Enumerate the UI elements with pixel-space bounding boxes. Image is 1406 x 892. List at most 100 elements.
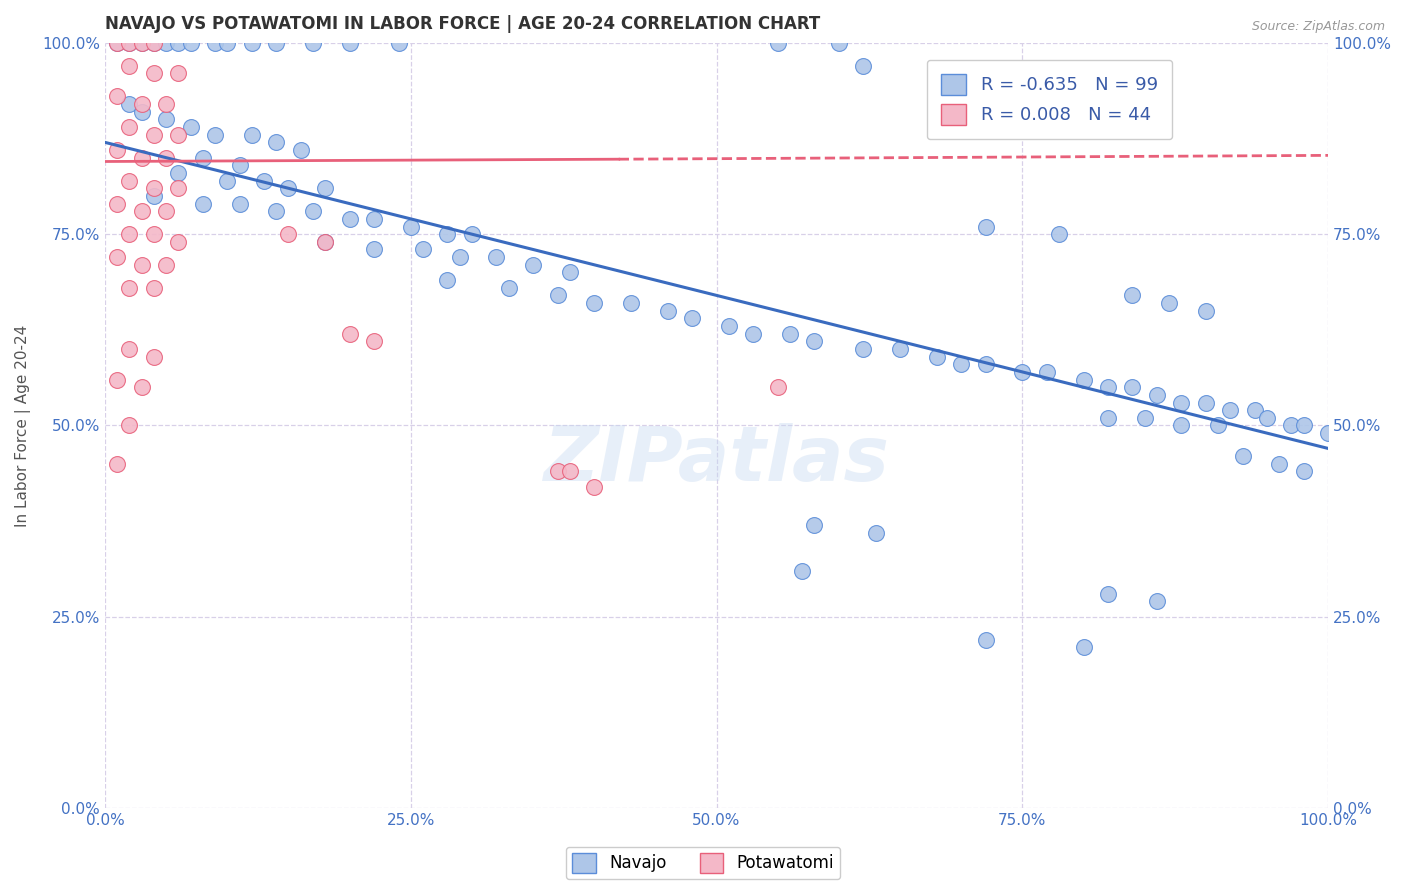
Point <box>1256 410 1278 425</box>
Point <box>131 380 153 394</box>
Point <box>155 204 177 219</box>
Point <box>264 136 287 150</box>
Point <box>363 334 385 349</box>
Point <box>779 326 801 341</box>
Point <box>142 227 165 242</box>
Point <box>681 311 703 326</box>
Point <box>118 418 141 433</box>
Point <box>461 227 484 242</box>
Point <box>191 196 214 211</box>
Point <box>339 36 361 50</box>
Point <box>889 342 911 356</box>
Point <box>314 235 336 249</box>
Point <box>131 204 153 219</box>
Point <box>852 342 875 356</box>
Point <box>118 59 141 73</box>
Point <box>1047 227 1070 242</box>
Point <box>131 36 153 50</box>
Point <box>155 36 177 50</box>
Point <box>240 128 263 142</box>
Point <box>228 158 250 172</box>
Point <box>1146 594 1168 608</box>
Point <box>950 357 973 371</box>
Point <box>803 334 825 349</box>
Point <box>118 227 141 242</box>
Point <box>1170 418 1192 433</box>
Point <box>583 480 606 494</box>
Point <box>792 564 814 578</box>
Point <box>1073 373 1095 387</box>
Point <box>742 326 765 341</box>
Point <box>1281 418 1303 433</box>
Point <box>105 36 128 50</box>
Point <box>803 518 825 533</box>
Y-axis label: In Labor Force | Age 20-24: In Labor Force | Age 20-24 <box>15 325 31 526</box>
Point <box>105 36 128 50</box>
Point <box>412 243 434 257</box>
Point <box>314 181 336 195</box>
Point <box>657 303 679 318</box>
Point <box>142 189 165 203</box>
Point <box>1292 464 1315 478</box>
Point <box>717 318 740 333</box>
Point <box>204 128 226 142</box>
Point <box>766 380 789 394</box>
Point <box>339 211 361 226</box>
Point <box>974 632 997 647</box>
Point <box>105 250 128 264</box>
Legend: R = -0.635   N = 99, R = 0.008   N = 44: R = -0.635 N = 99, R = 0.008 N = 44 <box>927 60 1173 139</box>
Point <box>204 36 226 50</box>
Point <box>180 120 202 134</box>
Point <box>620 296 643 310</box>
Point <box>1097 380 1119 394</box>
Point <box>1232 449 1254 463</box>
Point <box>131 258 153 272</box>
Point <box>167 181 190 195</box>
Point <box>240 36 263 50</box>
Point <box>1073 640 1095 655</box>
Point <box>118 281 141 295</box>
Point <box>1097 587 1119 601</box>
Point <box>1206 418 1229 433</box>
Point <box>180 36 202 50</box>
Point <box>436 227 458 242</box>
Point <box>522 258 544 272</box>
Point <box>142 66 165 80</box>
Point <box>1011 365 1033 379</box>
Point <box>339 326 361 341</box>
Text: NAVAJO VS POTAWATOMI IN LABOR FORCE | AGE 20-24 CORRELATION CHART: NAVAJO VS POTAWATOMI IN LABOR FORCE | AG… <box>105 15 820 33</box>
Point <box>1170 395 1192 409</box>
Point <box>105 196 128 211</box>
Point <box>1133 410 1156 425</box>
Point <box>118 36 141 50</box>
Point <box>277 227 299 242</box>
Point <box>142 36 165 50</box>
Point <box>142 128 165 142</box>
Point <box>363 243 385 257</box>
Point <box>766 36 789 50</box>
Point <box>142 181 165 195</box>
Point <box>558 464 581 478</box>
Point <box>264 204 287 219</box>
Point <box>498 281 520 295</box>
Point <box>852 59 875 73</box>
Point <box>302 36 325 50</box>
Point <box>828 36 851 50</box>
Point <box>131 151 153 165</box>
Point <box>974 219 997 234</box>
Text: Source: ZipAtlas.com: Source: ZipAtlas.com <box>1251 20 1385 33</box>
Point <box>264 36 287 50</box>
Point <box>142 281 165 295</box>
Legend: Navajo, Potawatomi: Navajo, Potawatomi <box>565 847 841 880</box>
Point <box>925 350 948 364</box>
Point <box>485 250 508 264</box>
Point <box>191 151 214 165</box>
Point <box>399 219 422 234</box>
Point <box>547 464 569 478</box>
Point <box>167 235 190 249</box>
Point <box>118 97 141 112</box>
Point <box>865 525 887 540</box>
Point <box>118 173 141 187</box>
Point <box>302 204 325 219</box>
Point <box>142 36 165 50</box>
